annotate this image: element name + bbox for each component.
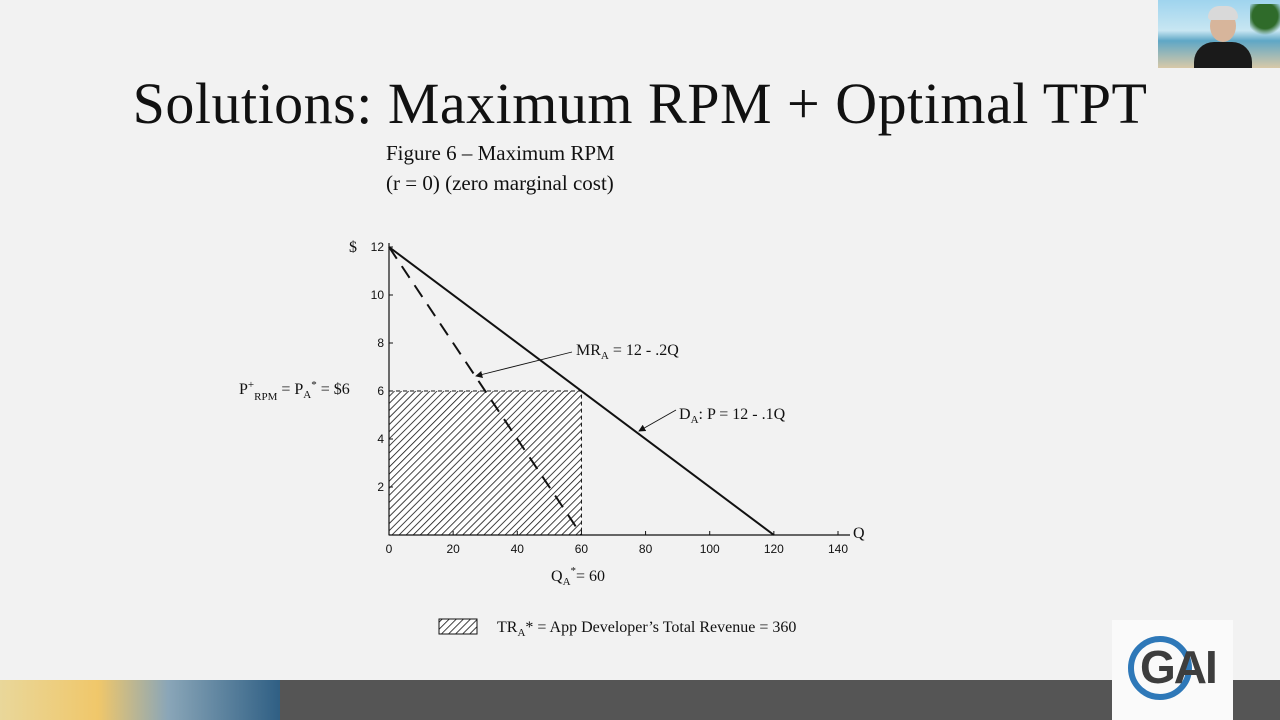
x-tick-label: 40	[511, 542, 525, 556]
gai-logo: GAI	[1140, 641, 1218, 693]
x-tick-label: 120	[764, 542, 784, 556]
demand-curve	[388, 246, 775, 536]
price-label: P+RPM = PA* = $6	[239, 379, 350, 403]
x-tick-label: 0	[386, 542, 393, 556]
palm-tree	[1250, 4, 1280, 44]
y-tick-label: 2	[377, 480, 384, 494]
x-tick-label: 20	[446, 542, 460, 556]
footer-photo	[0, 680, 280, 720]
chart: 0 20 40 60 80 100 120 140 2 4 6 8 10 12 $ Q MRA = 12…	[239, 239, 865, 639]
presenter-shirt	[1194, 42, 1252, 68]
presenter-video	[1158, 0, 1280, 68]
x-axis-label: Q	[853, 525, 865, 542]
mr-arrow	[475, 351, 573, 378]
x-tick-label: 140	[828, 542, 848, 556]
x-tick-label: 100	[700, 542, 720, 556]
presenter-hair	[1208, 6, 1238, 20]
total-revenue-area	[388, 390, 582, 536]
y-tick-label: 6	[377, 384, 384, 398]
figure-subtitle: (r = 0) (zero marginal cost)	[386, 171, 614, 195]
y-tick-label: 8	[377, 336, 384, 350]
slide-title: Solutions: Maximum RPM + Optimal TPT	[132, 71, 1148, 136]
y-tick-label: 12	[371, 240, 385, 254]
mr-curve	[388, 246, 583, 536]
quantity-label: QA*= 60	[551, 565, 605, 588]
mr-label: MRA = 12 - .2Q	[576, 342, 679, 362]
figure-title: Figure 6 – Maximum RPM	[386, 141, 615, 165]
y-tick-label: 4	[377, 432, 384, 446]
figure-caption: Figure 6 – Maximum RPM (r = 0) (zero mar…	[386, 138, 615, 198]
y-tick-label: 10	[371, 288, 385, 302]
legend-label: TRA* = App Developer’s Total Revenue = 3…	[497, 619, 796, 639]
logo-ring-icon	[1128, 636, 1192, 700]
demand-label: DA: P = 12 - .1Q	[679, 406, 786, 426]
x-tick-label: 60	[575, 542, 589, 556]
legend-swatch	[438, 618, 478, 635]
x-tick-label: 80	[639, 542, 653, 556]
y-axis-label: $	[349, 239, 357, 256]
demand-arrow	[638, 409, 677, 432]
